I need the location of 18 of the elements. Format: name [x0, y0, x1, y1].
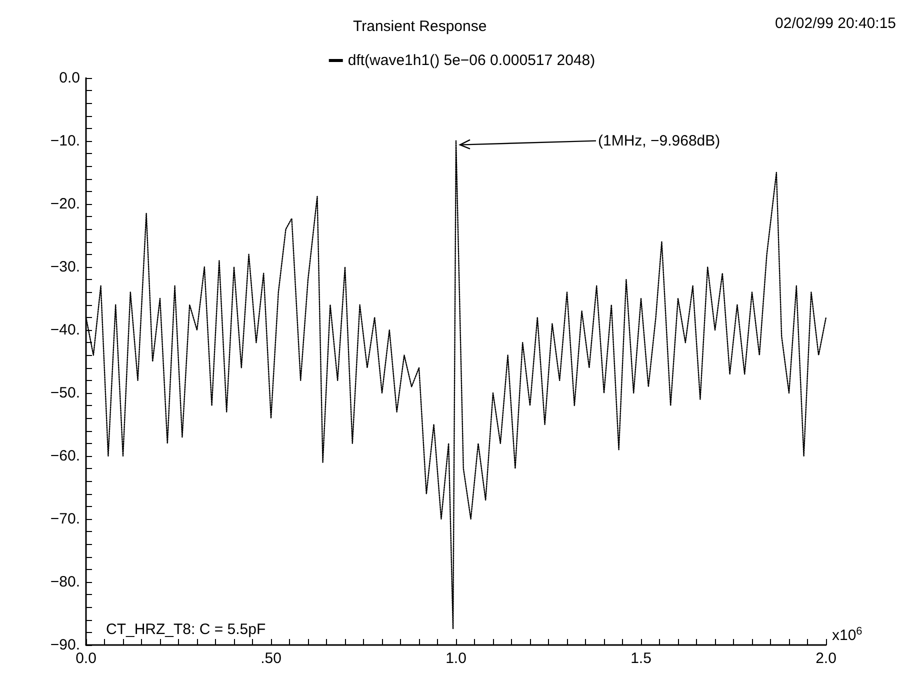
- legend-label: dft(wave1h1() 5e−06 0.000517 2048): [348, 52, 596, 69]
- x-tick-label: 1.0: [446, 650, 466, 667]
- y-tick-label: −60.: [50, 448, 80, 464]
- y-tick-label: −30.: [50, 258, 80, 276]
- y-tick-label: −70.: [50, 510, 80, 528]
- annotation: (1MHz, −9.968dB): [598, 132, 720, 150]
- y-tick-label: −40.: [50, 322, 80, 338]
- y-tick-label: −80.: [50, 574, 80, 590]
- y-tick-label: 0.0: [59, 70, 80, 86]
- annotation: CT_HRZ_T8: C = 5.5pF: [106, 621, 266, 638]
- x-tick-label: .50: [260, 650, 282, 667]
- text: 02/02/99 20:40:15: [775, 15, 896, 32]
- x-tick-label: 2.0: [816, 650, 836, 667]
- y-tick-label: −10.: [50, 132, 80, 150]
- chart-title: Transient Response: [353, 18, 487, 35]
- y-tick-label: −50.: [50, 384, 80, 402]
- y-tick-label: −20.: [50, 196, 80, 212]
- x-tick-label: 1.5: [630, 650, 652, 667]
